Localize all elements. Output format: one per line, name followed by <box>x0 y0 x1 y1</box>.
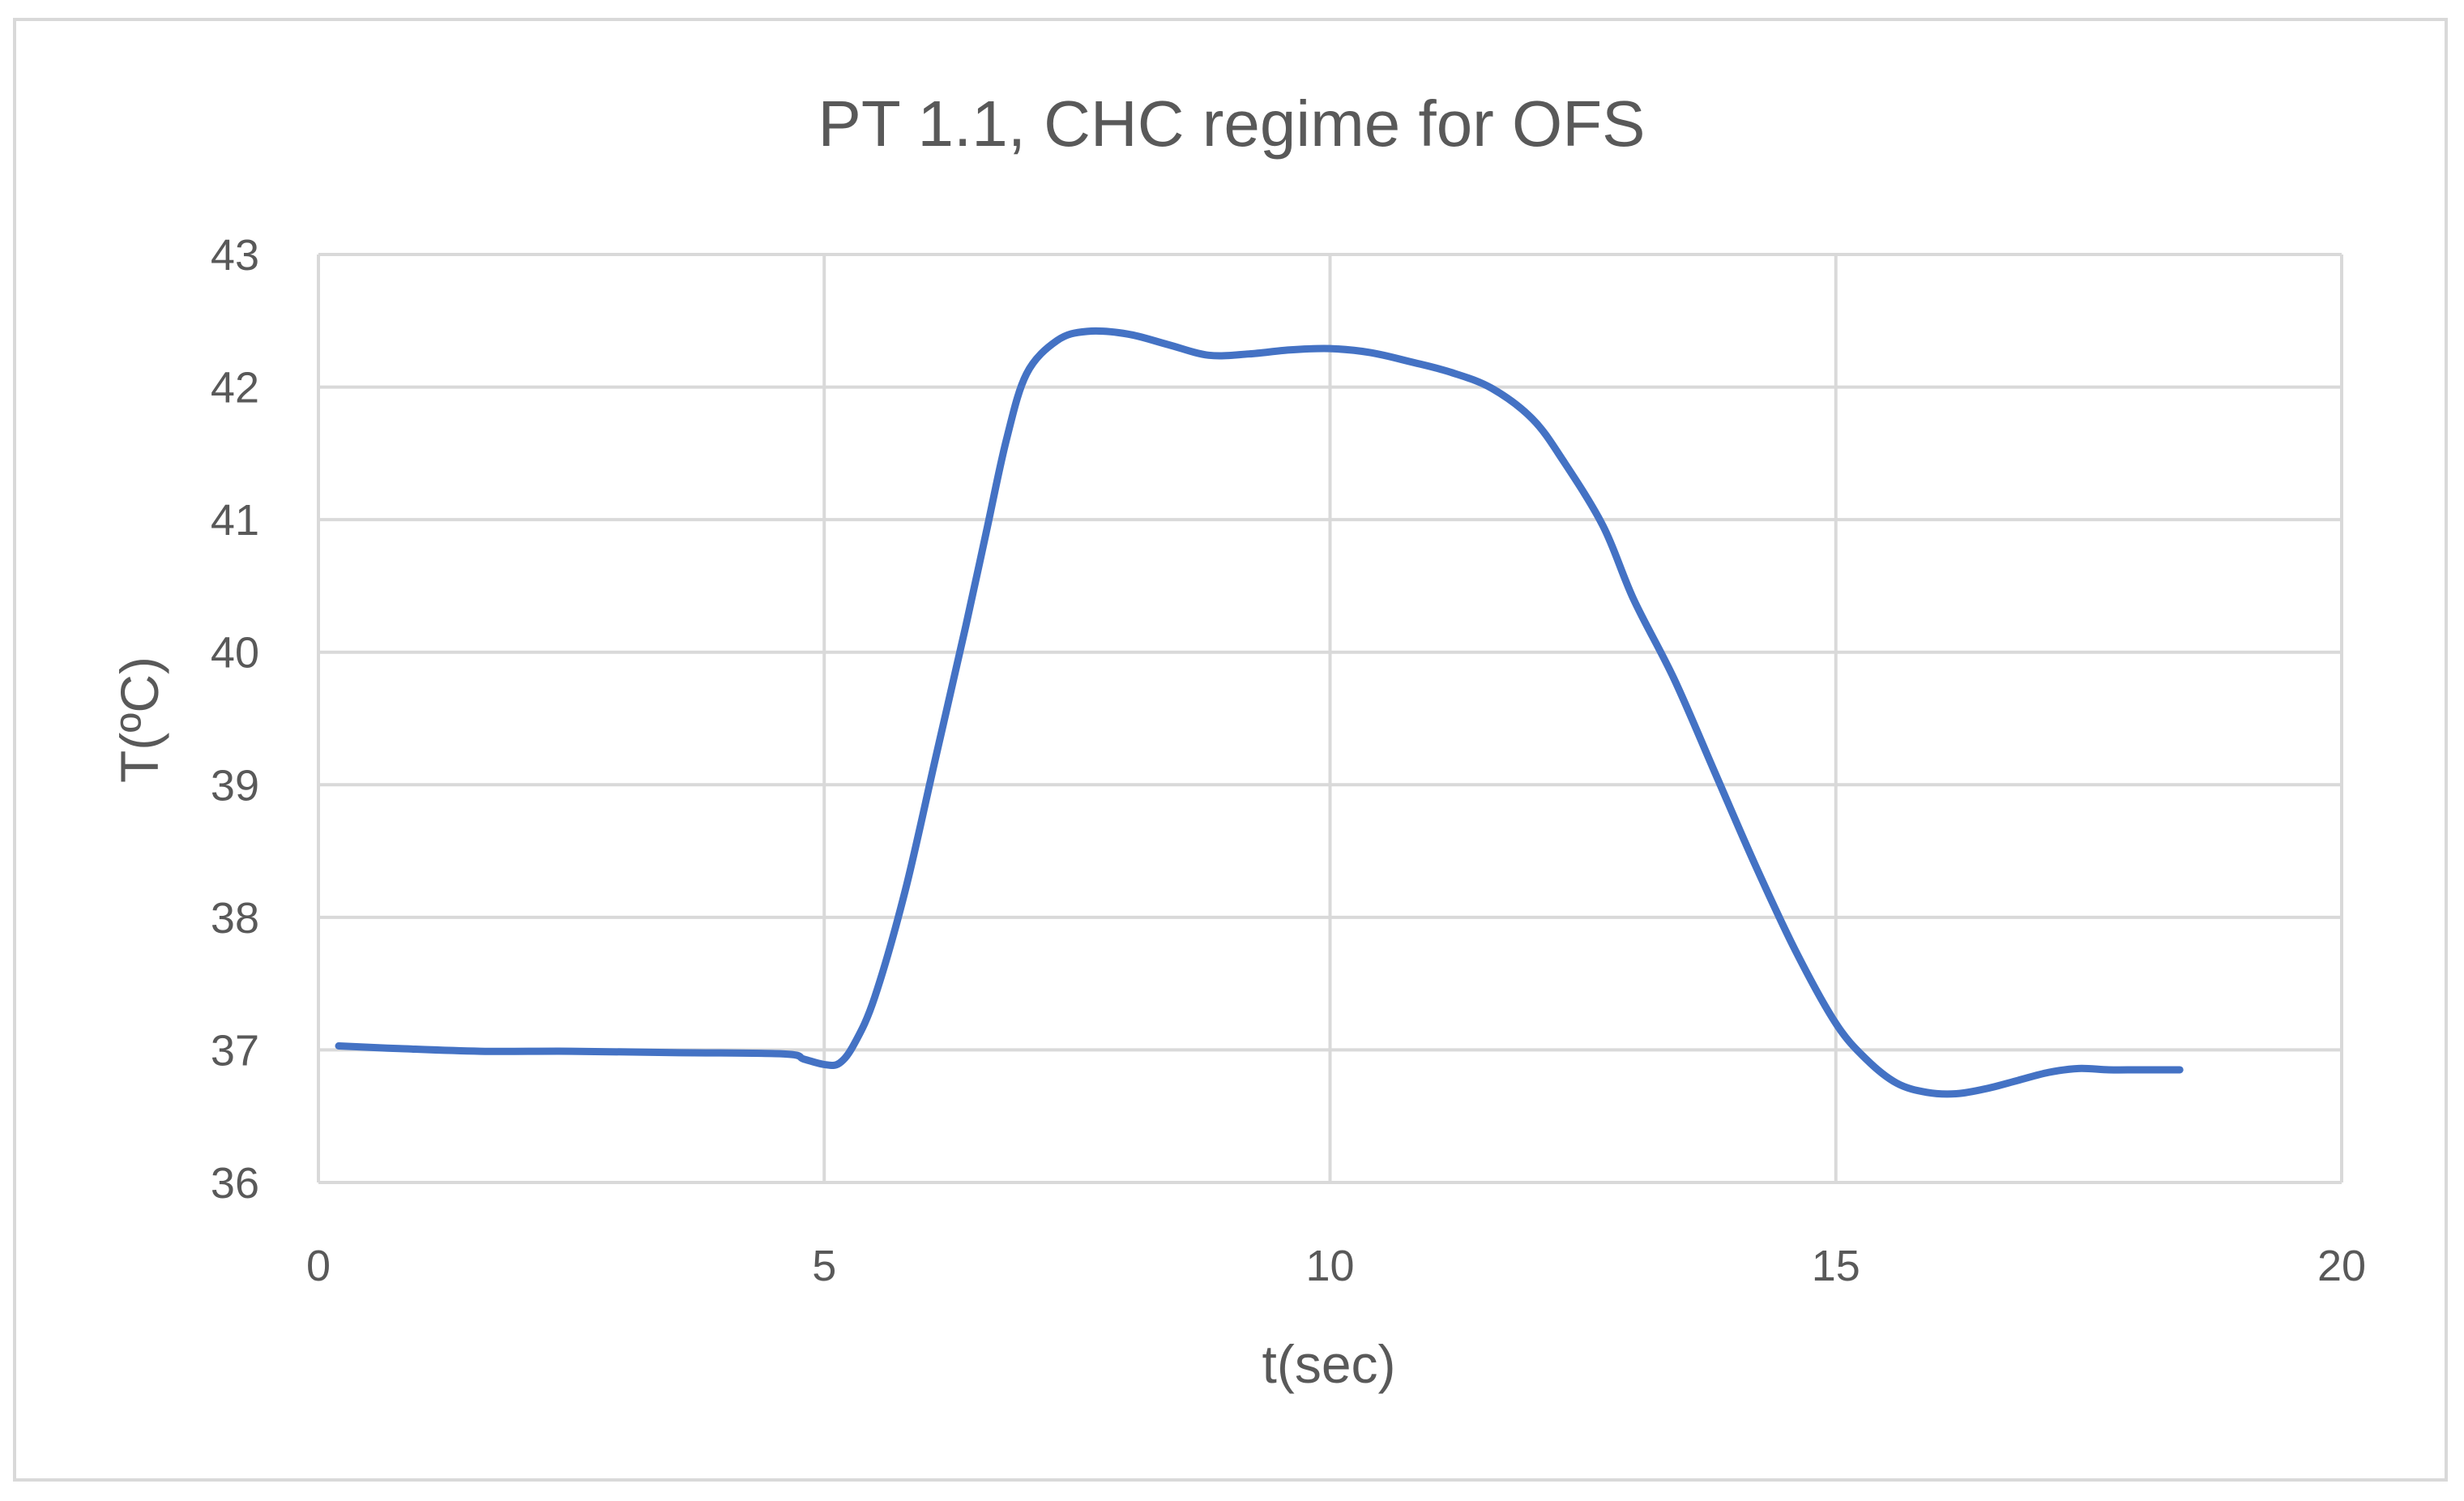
y-tick-label: 39 <box>211 761 259 810</box>
grid <box>317 253 2343 1184</box>
y-tick-label: 36 <box>211 1159 259 1208</box>
x-axis-label: t(sec) <box>1262 1334 1396 1394</box>
x-tick-label: 15 <box>1812 1242 1860 1290</box>
x-tick-label: 20 <box>2317 1242 2366 1290</box>
y-tick-label: 38 <box>211 894 259 943</box>
x-tick-label: 0 <box>306 1242 331 1290</box>
x-tick-label: 10 <box>1305 1242 1354 1290</box>
y-tick-label: 42 <box>211 364 259 413</box>
chart-title: PT 1.1, CHC regime for OFS <box>818 88 1645 160</box>
y-tick-label: 43 <box>211 231 259 280</box>
y-tick-labels: 36 37 38 39 40 41 42 43 <box>211 231 259 1208</box>
series-group <box>335 327 2184 1098</box>
x-tick-labels: 0 5 10 15 20 <box>306 1242 2366 1290</box>
y-axis-label: T(ºC) <box>109 656 169 783</box>
series-line <box>335 327 2184 1098</box>
chart-frame <box>13 18 2448 1482</box>
y-tick-label: 40 <box>211 629 259 678</box>
y-tick-label: 41 <box>211 496 259 545</box>
x-tick-label: 5 <box>812 1242 836 1290</box>
y-tick-label: 37 <box>211 1026 259 1075</box>
